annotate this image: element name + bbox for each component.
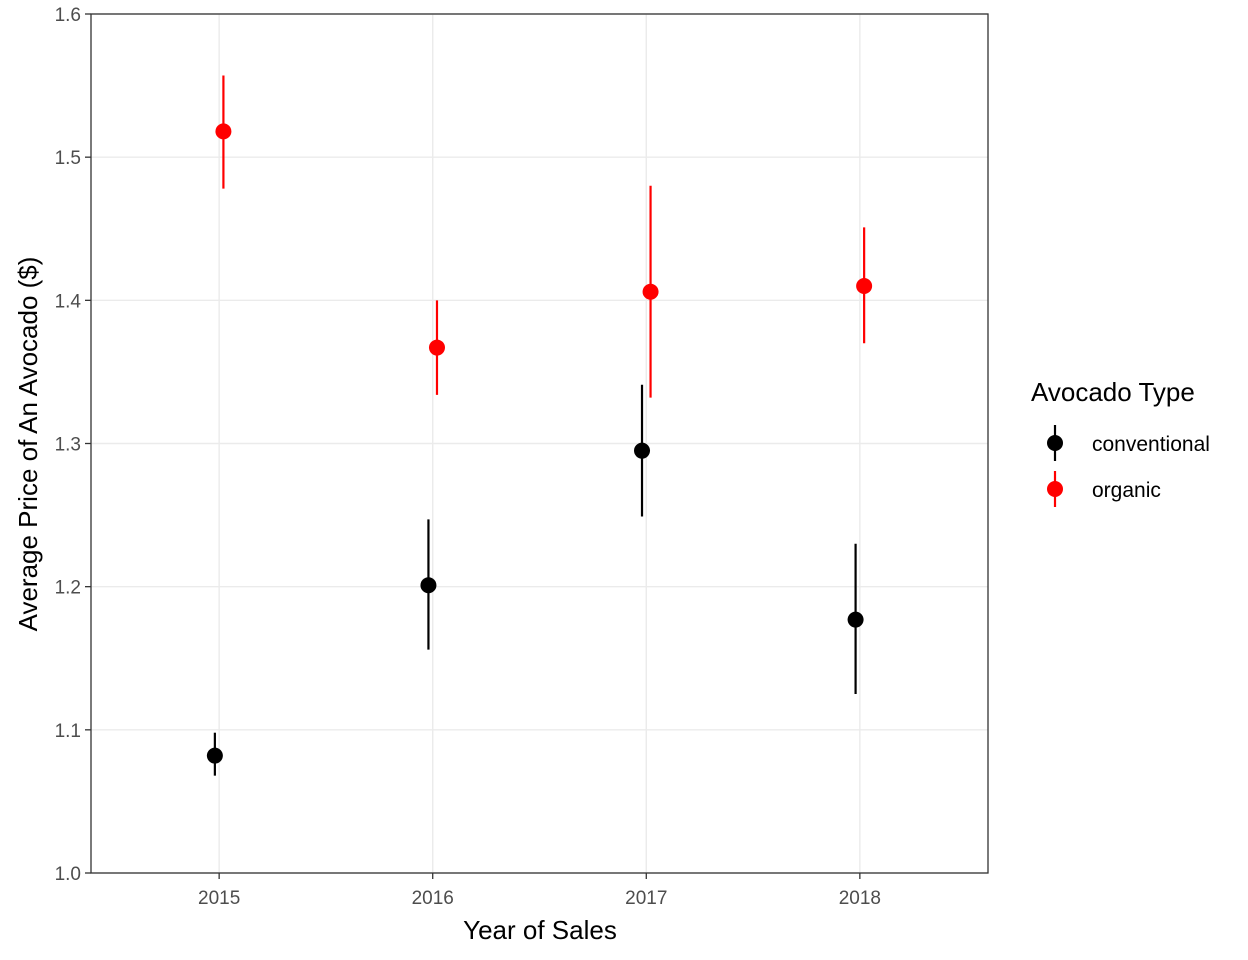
point-conventional — [206, 747, 223, 764]
y-tick-label: 1.4 — [55, 291, 82, 312]
point-conventional — [847, 611, 864, 628]
data-marks — [206, 75, 873, 776]
y-tick-label: 1.6 — [55, 5, 81, 26]
legend: Avocado Type conventional organic — [1031, 377, 1210, 507]
x-tick-label: 2015 — [198, 888, 240, 909]
point-organic — [428, 339, 445, 356]
y-tick-label: 1.3 — [55, 435, 81, 456]
point-organic — [642, 283, 659, 300]
x-tick-label: 2016 — [412, 888, 454, 909]
series-conventional — [206, 384, 864, 776]
y-axis-title: Average Price of An Avocado ($) — [13, 257, 43, 632]
x-axis: 2015 2016 2017 2018 — [198, 873, 881, 909]
x-axis-title: Year of Sales — [463, 915, 617, 945]
legend-item-organic: organic — [1047, 471, 1161, 507]
point-organic — [215, 123, 232, 140]
series-organic — [215, 75, 873, 398]
point-organic — [856, 278, 873, 295]
legend-keys: conventional organic — [1047, 425, 1210, 507]
point-conventional — [420, 577, 437, 594]
x-tick-label: 2017 — [625, 888, 667, 909]
y-tick-label: 1.5 — [55, 148, 81, 169]
grid-lines — [91, 13, 988, 874]
legend-title: Avocado Type — [1031, 377, 1195, 407]
legend-label: conventional — [1092, 433, 1210, 456]
x-tick-label: 2018 — [839, 888, 881, 909]
point-conventional — [634, 442, 651, 459]
legend-item-conventional: conventional — [1047, 425, 1210, 461]
y-tick-label: 1.1 — [55, 721, 81, 742]
y-tick-label: 1.0 — [55, 864, 81, 885]
legend-label: organic — [1092, 479, 1161, 502]
legend-key-point — [1047, 435, 1063, 451]
y-tick-label: 1.2 — [55, 578, 81, 599]
y-axis: 1.0 1.1 1.2 1.3 1.4 1.5 1.6 — [55, 5, 91, 885]
legend-key-point — [1047, 481, 1063, 497]
